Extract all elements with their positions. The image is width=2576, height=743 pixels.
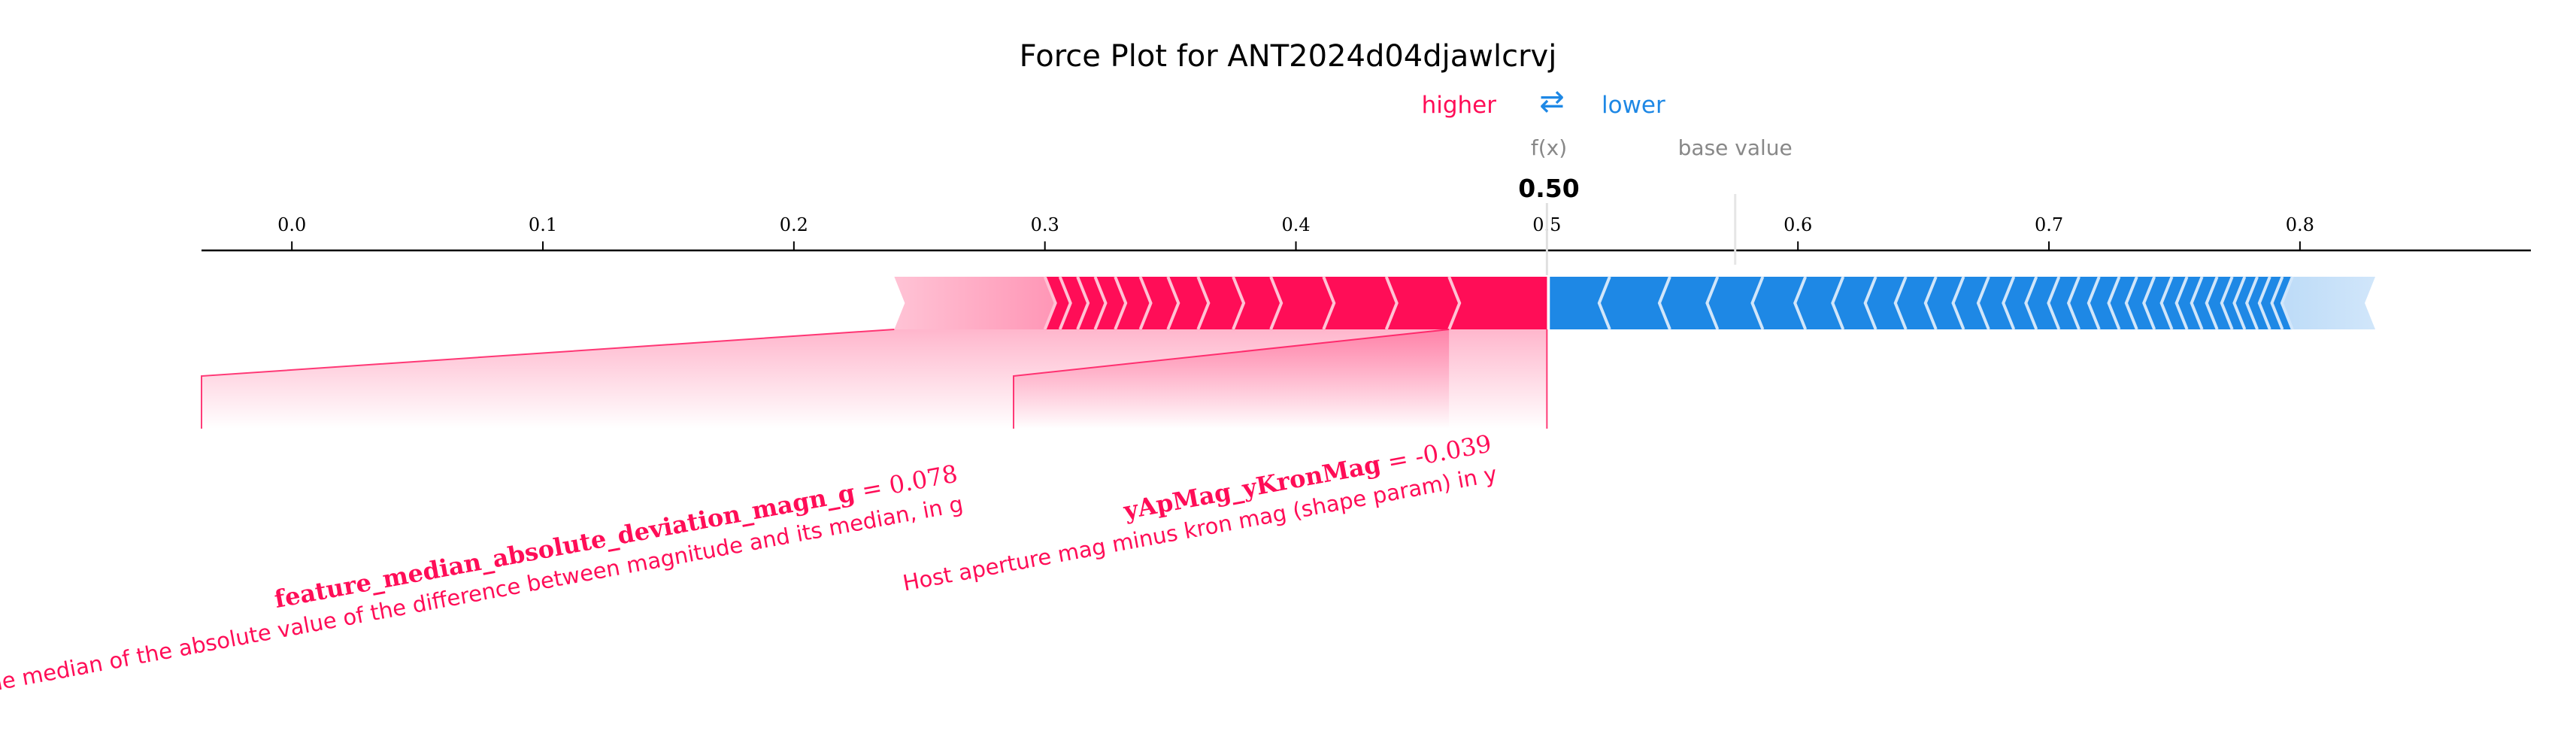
negative-segment-divider [2257, 276, 2271, 330]
feature-annotations [201, 329, 1548, 429]
negative-segment-divider [1976, 276, 1990, 330]
positive-segment-divider [1114, 276, 1128, 330]
positive-segment-divider [1384, 276, 1399, 330]
positive-segment-divider [1269, 276, 1283, 330]
negative-segment-divider [2220, 276, 2234, 330]
negative-segment-divider [2107, 276, 2121, 330]
annotation-feature-1: feature_median_absolute_deviation_magn_g… [272, 459, 960, 614]
annotation-description-2: Host aperture mag minus kron mag (shape … [901, 461, 1499, 596]
positive-segment-divider [1447, 276, 1462, 330]
negative-segment-divider [2002, 276, 2016, 330]
base-value-label: base value [1678, 135, 1793, 160]
negative-segment-divider [2047, 276, 2061, 330]
negative-segment-divider [2232, 276, 2247, 330]
negative-segment-divider [2066, 276, 2080, 330]
legend-arrows-icon: ⇄ [1539, 84, 1565, 119]
negative-segment-divider [2124, 276, 2138, 330]
force-bars [894, 276, 2376, 330]
legend-lower-label: lower [1602, 92, 1665, 119]
negative-segment-divider [1863, 276, 1877, 330]
positive-segment-divider [1166, 276, 1180, 330]
positive-segment-divider [1232, 276, 1246, 330]
negative-force-core [1550, 277, 2293, 329]
negative-segment-divider [1923, 276, 1938, 330]
positive-segment-divider [1322, 276, 1336, 330]
x-axis: 0.0 0.1 0.2 0.3 0.4 0.5 0.6 0.7 0.8 [202, 194, 2531, 275]
negative-segment-divider [2159, 276, 2174, 330]
negative-segment-divider [2087, 276, 2101, 330]
negative-segment-divider [1831, 276, 1845, 330]
chart-title: Force Plot for ANT2024d04djawlcrvj [1020, 39, 1557, 74]
positive-segment-divider [1058, 276, 1072, 330]
positive-force-core [1044, 277, 1547, 329]
annotation-label-2: yApMag_yKronMag = -0.039 Host aperture m… [901, 429, 1499, 596]
annotation-description-1: The median of the absolute value of the … [0, 491, 965, 699]
negative-segment-divider [1657, 276, 1671, 330]
negative-segment-divider [2024, 276, 2038, 330]
negative-segment-divider [1893, 276, 1908, 330]
x-tick-label: 0.4 [1281, 214, 1310, 235]
positive-segment-divider [1043, 276, 1057, 330]
x-tick-label: 0.6 [1784, 214, 1812, 235]
negative-segment-divider [1951, 276, 1965, 330]
negative-segment-divider [1705, 276, 1720, 330]
negative-segment-divider [2244, 276, 2259, 330]
annotation-label-1: feature_median_absolute_deviation_magn_g… [0, 459, 965, 699]
positive-segment-divider [1138, 276, 1153, 330]
legend-higher-label: higher [1422, 92, 1497, 119]
annotation-leader [201, 329, 895, 429]
x-tick-label: 0.2 [780, 214, 808, 235]
negative-segment-divider [2142, 276, 2156, 330]
x-tick-label: 0.8 [2286, 214, 2314, 235]
x-tick-label: 0.7 [2035, 214, 2063, 235]
negative-segment-divider [2270, 276, 2284, 330]
negative-segment-divider [2280, 276, 2294, 330]
positive-segment-divider [1196, 276, 1211, 330]
annotation-fan [1014, 329, 1547, 429]
annotation-leader [1013, 329, 1450, 429]
x-tick-label: 0.3 [1031, 214, 1059, 235]
negative-segment-divider [1750, 276, 1765, 330]
x-tick-label: 0.0 [277, 214, 306, 235]
negative-segment-divider [2174, 276, 2189, 330]
positive-segment-divider [1076, 276, 1090, 330]
negative-segment-divider [1793, 276, 1808, 330]
fx-label: f(x) [1531, 135, 1567, 160]
negative-segment-divider [2205, 276, 2219, 330]
x-tick-label: 0.1 [529, 214, 557, 235]
negative-segment-divider [2190, 276, 2204, 330]
fx-value: 0.50 [1518, 174, 1579, 203]
negative-segment-divider [1597, 276, 1611, 330]
positive-segment-divider [1093, 276, 1108, 330]
